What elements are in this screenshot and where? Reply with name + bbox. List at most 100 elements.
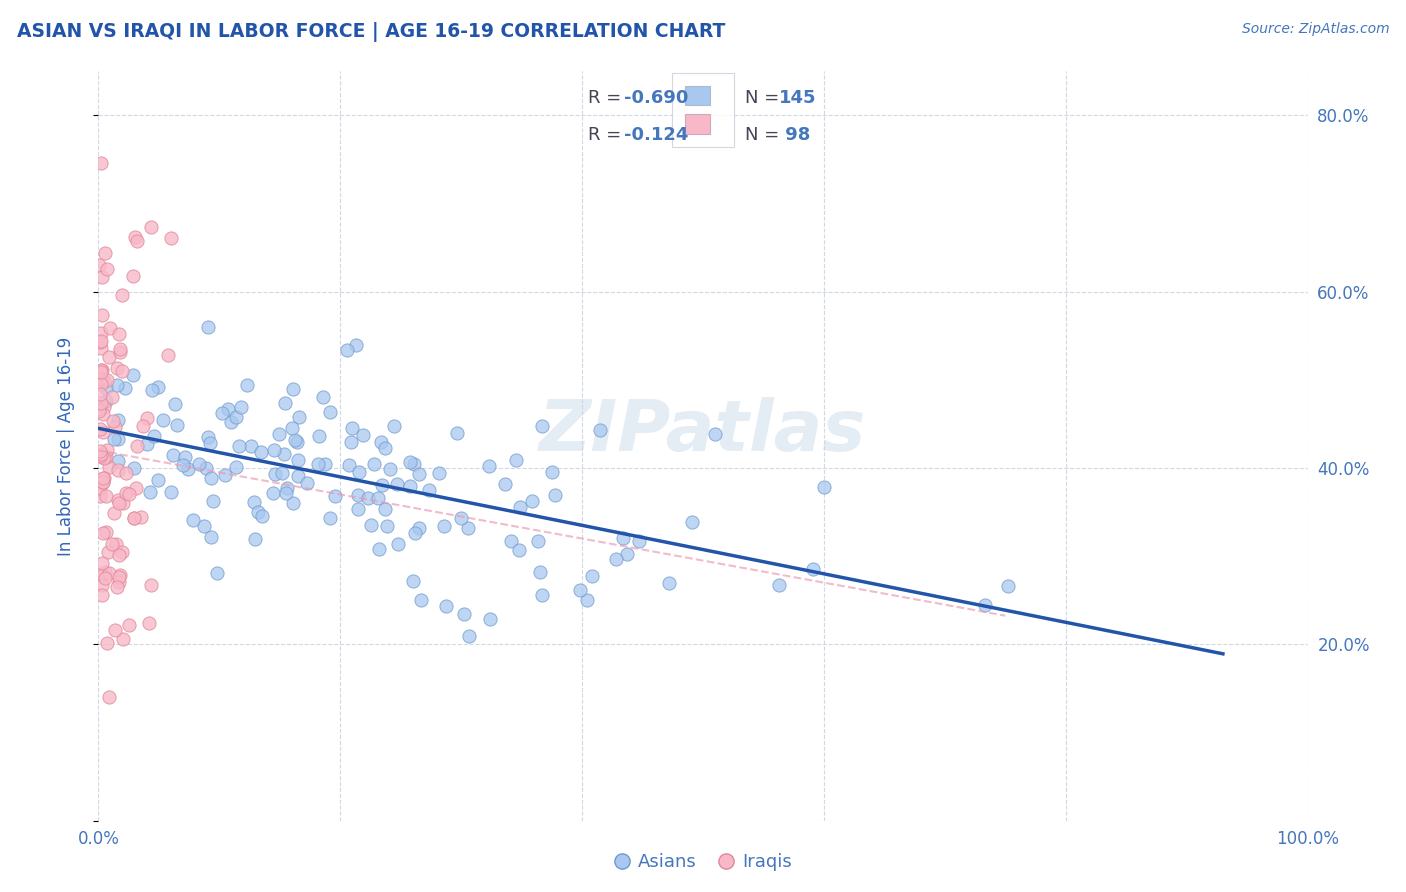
Point — [681, 516, 703, 530]
Point — [436, 599, 458, 614]
Point — [194, 461, 217, 475]
Point — [159, 485, 181, 500]
Point — [505, 452, 527, 467]
Point — [93, 450, 115, 465]
Point — [90, 326, 112, 341]
Text: -0.690: -0.690 — [624, 89, 689, 107]
Point — [314, 457, 336, 471]
Point — [287, 453, 309, 467]
Point — [91, 578, 114, 592]
Point — [89, 444, 111, 458]
Point — [399, 479, 422, 493]
Point — [263, 467, 285, 481]
Point — [89, 482, 111, 496]
Point — [122, 268, 145, 283]
Point — [262, 485, 284, 500]
Point — [152, 413, 174, 427]
Point — [96, 489, 118, 503]
Point — [250, 508, 273, 523]
Point — [94, 245, 117, 260]
Point — [408, 521, 430, 535]
Text: R =: R = — [588, 126, 627, 144]
Point — [658, 575, 681, 590]
Point — [118, 618, 141, 632]
Point — [363, 457, 385, 471]
Point — [228, 439, 250, 453]
Point — [173, 450, 195, 465]
Text: N =: N = — [745, 89, 786, 107]
Point — [122, 511, 145, 525]
Point — [96, 442, 118, 457]
Point — [98, 460, 121, 475]
Point — [541, 465, 564, 479]
Point — [107, 463, 129, 477]
Point — [87, 401, 110, 416]
Point — [236, 378, 259, 392]
Point — [98, 690, 121, 704]
Point — [250, 445, 273, 459]
Point — [115, 467, 138, 481]
Point — [93, 375, 115, 389]
Point — [90, 308, 112, 322]
Text: 145: 145 — [779, 89, 817, 107]
Point — [509, 500, 531, 515]
Point — [283, 495, 305, 509]
Point — [319, 405, 342, 419]
Point — [89, 489, 111, 503]
Point — [160, 231, 183, 245]
Point — [103, 506, 125, 520]
Point — [360, 518, 382, 533]
Point — [107, 432, 129, 446]
Point — [768, 577, 790, 591]
Point — [295, 475, 318, 490]
Point — [211, 406, 233, 420]
Point — [217, 402, 239, 417]
Point — [530, 418, 553, 433]
Point — [90, 365, 112, 379]
Point — [427, 466, 450, 480]
Point — [105, 537, 128, 551]
Point — [108, 327, 131, 342]
Point — [370, 434, 392, 449]
Point — [433, 519, 456, 533]
Point — [90, 334, 112, 348]
Point — [221, 415, 243, 429]
Point — [90, 556, 112, 570]
Point — [166, 417, 188, 432]
Text: -0.124: -0.124 — [624, 126, 689, 144]
Point — [94, 394, 117, 409]
Point — [127, 439, 149, 453]
Point — [112, 496, 135, 510]
Point — [89, 450, 111, 464]
Point — [89, 386, 111, 401]
Point — [108, 343, 131, 357]
Point — [283, 382, 305, 396]
Point — [616, 547, 638, 561]
Point — [97, 545, 120, 559]
Y-axis label: In Labor Force | Age 16-19: In Labor Force | Age 16-19 — [56, 336, 75, 556]
Point — [103, 432, 125, 446]
Point — [93, 470, 115, 484]
Point — [98, 566, 121, 581]
Point — [370, 478, 392, 492]
Point — [91, 475, 114, 490]
Point — [90, 447, 112, 461]
Point — [243, 532, 266, 546]
Point — [118, 486, 141, 500]
Point — [136, 411, 159, 425]
Point — [139, 484, 162, 499]
Point — [201, 494, 224, 508]
Point — [108, 549, 131, 563]
Point — [276, 485, 298, 500]
Point — [91, 475, 114, 489]
Text: Source: ZipAtlas.com: Source: ZipAtlas.com — [1241, 22, 1389, 37]
Point — [198, 435, 221, 450]
Point — [323, 490, 346, 504]
Point — [89, 422, 111, 436]
Point — [450, 511, 472, 525]
Point — [319, 511, 342, 525]
Point — [122, 461, 145, 475]
Point — [398, 455, 420, 469]
Point — [346, 488, 368, 502]
Point — [801, 562, 824, 576]
